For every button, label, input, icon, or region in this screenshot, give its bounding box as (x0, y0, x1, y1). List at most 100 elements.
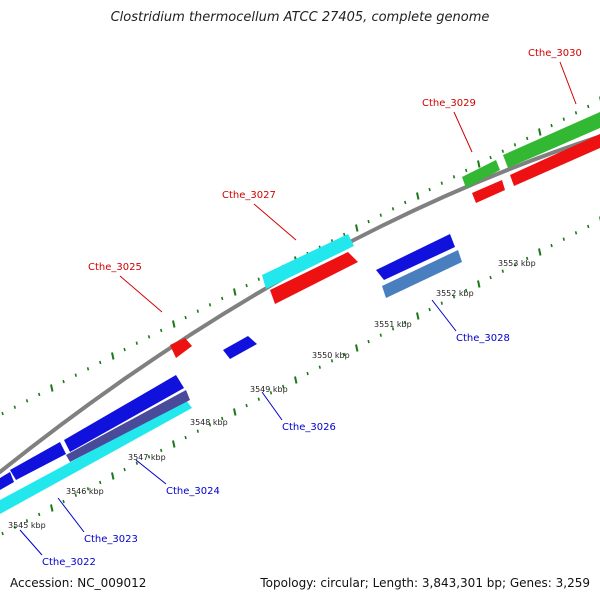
feature-cthe-3029-green[interactable] (462, 160, 500, 188)
outer-scale-tick (111, 352, 115, 360)
gene-leader-line (261, 391, 283, 421)
inner-scale-tick (86, 487, 90, 491)
scale-label: 3553 kbp (498, 259, 536, 268)
outer-scale-tick (513, 143, 517, 147)
inner-scale-tick (111, 472, 115, 480)
inner-scale-tick (416, 312, 420, 320)
inner-scale-tick (221, 416, 224, 421)
inner-scale-tick (330, 359, 334, 363)
inner-scale-tick (562, 237, 565, 241)
feature-cthe-3026[interactable] (223, 336, 257, 359)
scale-label: 3552 kbp (436, 289, 474, 298)
outer-scale-tick (123, 347, 126, 352)
inner-scale-tick (574, 231, 578, 235)
outer-scale-tick (343, 232, 346, 237)
inner-scale-tick (269, 391, 273, 395)
outer-scale-tick (221, 296, 224, 301)
gene-label-cthe-3027[interactable]: Cthe_3027 (222, 190, 276, 201)
outer-scale-tick (184, 315, 187, 320)
gene-label-cthe-3030[interactable]: Cthe_3030 (528, 48, 582, 59)
map-title: Clostridium thermocellum ATCC 27405, com… (110, 10, 490, 25)
feature-cthe-3027[interactable] (270, 252, 358, 304)
outer-scale-tick (574, 111, 578, 115)
inner-scale-tick (550, 243, 553, 248)
gene-label-cthe-3026[interactable]: Cthe_3026 (282, 422, 336, 433)
gene-label-cthe-3024[interactable]: Cthe_3024 (166, 486, 220, 497)
outer-scale-tick (452, 175, 456, 179)
gene-label-cthe-3023[interactable]: Cthe_3023 (84, 534, 138, 545)
outer-scale-tick (538, 128, 542, 136)
gene-label-cthe-3028[interactable]: Cthe_3028 (456, 333, 510, 344)
inner-scale-tick (306, 371, 309, 376)
feature-cthe-3022[interactable] (10, 442, 66, 480)
inner-scale-tick (343, 352, 346, 357)
inner-scale-tick (25, 519, 29, 523)
inner-scale-tick (587, 224, 590, 229)
outer-scale-tick (404, 200, 407, 205)
inner-scale-tick (538, 248, 542, 256)
gene-leader-line (453, 111, 473, 153)
outer-scale-tick (233, 288, 237, 296)
inner-scale-tick (196, 429, 199, 433)
gene-leader-line (135, 459, 167, 485)
gene-leader-line (431, 299, 457, 332)
inner-scale-tick (526, 256, 529, 261)
inner-scale-tick (233, 408, 237, 416)
feature-cthe-3028[interactable] (376, 234, 455, 280)
gene-label-cthe-3025[interactable]: Cthe_3025 (88, 262, 142, 273)
outer-scale-tick (99, 360, 102, 365)
scale-label: 3546 kbp (66, 487, 104, 496)
outer-scale-tick (428, 187, 431, 192)
feature-cthe-3024-slate[interactable] (66, 390, 190, 462)
feature-cthe-3029[interactable] (472, 180, 505, 203)
gene-leader-line (19, 529, 43, 556)
outer-scale-tick (245, 283, 248, 288)
inner-scale-tick (38, 512, 41, 517)
feature-cthe-3027-cyan[interactable] (262, 234, 354, 289)
feature-cthe-3030-red[interactable] (510, 134, 600, 186)
outer-scale-tick (74, 373, 77, 377)
scale-label: 3545 kbp (8, 521, 46, 530)
inner-scale-tick (440, 301, 443, 305)
outer-scale-tick (86, 367, 90, 371)
inner-scale-tick (208, 423, 212, 427)
inner-scale-tick (160, 448, 163, 453)
outer-scale-tick (172, 320, 176, 328)
feature-cthe-3024[interactable] (64, 375, 184, 452)
inner-scale-tick (147, 455, 151, 459)
scale-label: 3548 kbp (190, 418, 228, 427)
outer-scale-tick (257, 277, 260, 281)
outer-scale-tick (416, 192, 420, 200)
gene-label-cthe-3029[interactable]: Cthe_3029 (422, 98, 476, 109)
outer-scale-tick (1, 411, 4, 416)
inner-scale-tick (477, 280, 481, 288)
inner-scale-tick (184, 435, 187, 440)
topology-text: Topology: circular; Length: 3,843,301 bp… (260, 576, 590, 590)
feature-cthe-3030[interactable] (503, 112, 600, 168)
outer-scale-tick (465, 168, 468, 173)
inner-scale-tick (245, 403, 248, 408)
outer-scale-tick (562, 117, 565, 121)
feature-cthe-3023[interactable] (0, 400, 192, 514)
outer-scale-tick (501, 149, 504, 153)
inner-scale-tick (1, 531, 4, 536)
inner-scale-tick (318, 365, 321, 369)
outer-scale-tick (50, 384, 54, 392)
feature-cthe-3022-b[interactable] (0, 472, 14, 490)
feature-cthe-3028-steel[interactable] (382, 250, 462, 298)
inner-scale-tick (172, 440, 176, 448)
gene-leader-line (119, 275, 163, 313)
feature-cthe-3025[interactable] (170, 338, 192, 358)
outer-scale-tick (379, 213, 382, 217)
inner-scale-tick (391, 327, 395, 331)
inner-scale-tick (404, 320, 407, 325)
inner-scale-tick (465, 288, 468, 293)
outer-scale-tick (38, 392, 41, 397)
outer-scale-tick (196, 309, 199, 313)
outer-scale-tick (355, 224, 359, 232)
inner-scale-tick (355, 344, 359, 352)
outer-scale-tick (550, 123, 553, 128)
gene-label-cthe-3022[interactable]: Cthe_3022 (42, 557, 96, 568)
